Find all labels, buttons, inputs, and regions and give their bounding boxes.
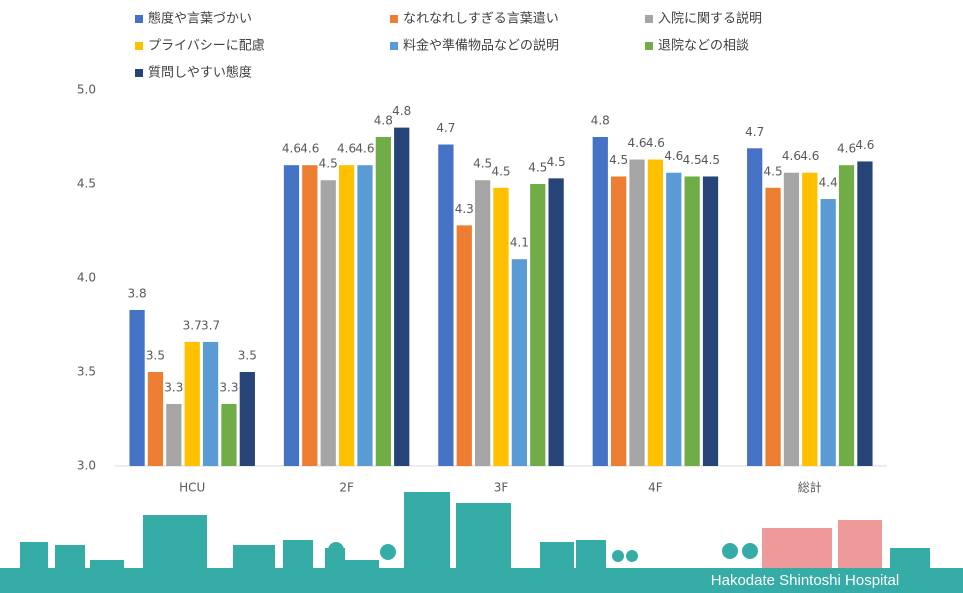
data-label: 3.5	[146, 349, 165, 363]
bar	[221, 403, 237, 466]
bar	[166, 403, 182, 466]
legend-label: 退院などの相談	[658, 38, 749, 54]
hospital-name: Hakodate Shintoshi Hospital	[711, 572, 899, 589]
legend-swatch	[390, 42, 398, 50]
legend-label: なれなれしすぎる言葉遣い	[403, 12, 559, 27]
data-label: 4.5	[547, 155, 566, 169]
x-tick-label: 総計	[798, 480, 822, 495]
x-tick-label: HCU	[179, 481, 205, 495]
data-label: 3.8	[128, 286, 147, 300]
bar	[302, 165, 318, 466]
data-label: 4.6	[627, 136, 646, 150]
bar	[765, 187, 781, 466]
bar	[530, 184, 546, 466]
x-tick-label: 2F	[339, 481, 354, 495]
legend-label: 入院に関する説明	[658, 11, 762, 27]
bar	[456, 225, 472, 466]
data-label: 4.5	[701, 153, 720, 167]
data-label: 4.6	[300, 142, 319, 156]
bar	[320, 180, 336, 467]
bar	[239, 372, 255, 466]
bar	[747, 148, 763, 466]
legend-swatch	[135, 42, 143, 50]
data-label: 4.6	[855, 138, 874, 152]
y-tick-label: 3.0	[77, 459, 96, 473]
data-label: 4.8	[374, 114, 393, 128]
bar	[475, 180, 491, 467]
bar	[202, 341, 219, 466]
data-label: 4.6	[355, 142, 374, 156]
data-label: 4.6	[782, 149, 801, 163]
data-label: 4.6	[837, 142, 856, 156]
data-label: 4.3	[455, 202, 474, 216]
legend-label: プライバシーに配慮	[148, 39, 265, 54]
y-tick-label: 4.0	[77, 271, 96, 285]
bar	[548, 178, 564, 467]
bar	[783, 172, 800, 466]
bar	[666, 172, 682, 466]
bar	[147, 372, 164, 466]
bar	[394, 127, 410, 466]
data-label: 3.5	[238, 349, 257, 363]
data-label: 4.1	[510, 236, 529, 250]
legend-swatch	[135, 15, 143, 23]
legend-label: 料金や準備物品などの説明	[403, 38, 559, 54]
data-label: 4.5	[491, 164, 510, 178]
data-label: 4.5	[473, 157, 492, 171]
data-label: 3.3	[164, 380, 183, 394]
bar	[511, 259, 527, 466]
data-label: 3.3	[219, 380, 238, 394]
data-label: 4.5	[319, 157, 338, 171]
legend-swatch	[645, 42, 653, 50]
y-tick-label: 5.0	[77, 83, 96, 97]
data-label: 4.6	[664, 149, 683, 163]
footer-decoration	[0, 492, 963, 593]
data-label: 4.6	[337, 142, 356, 156]
data-label: 4.6	[646, 136, 665, 150]
data-label: 4.5	[528, 161, 547, 175]
legend-swatch	[135, 69, 143, 77]
bar	[629, 159, 645, 466]
data-label: 4.4	[819, 176, 838, 190]
bar	[592, 137, 608, 466]
data-label: 4.7	[745, 125, 764, 139]
y-tick-label: 4.5	[77, 177, 96, 191]
bar	[702, 176, 719, 467]
bar	[493, 187, 509, 466]
bar	[357, 165, 373, 466]
data-label: 4.8	[591, 114, 610, 128]
data-label: 4.6	[800, 149, 819, 163]
legend-swatch	[390, 15, 398, 23]
bar	[338, 165, 355, 466]
legend-label: 質問しやすい態度	[148, 65, 252, 81]
bar	[611, 176, 627, 467]
data-label: 4.5	[683, 153, 702, 167]
data-label: 4.7	[436, 121, 455, 135]
data-label: 4.6	[282, 142, 301, 156]
data-label: 3.7	[201, 318, 220, 332]
legend-label: 態度や言葉づかい	[148, 11, 252, 27]
y-tick-label: 3.5	[77, 365, 96, 379]
bar	[838, 165, 855, 466]
data-label: 3.7	[183, 318, 202, 332]
bar	[802, 172, 818, 466]
bar	[438, 144, 454, 466]
bar	[684, 176, 700, 467]
bar	[283, 165, 300, 466]
bar	[129, 309, 145, 466]
data-label: 4.5	[609, 153, 628, 167]
bar	[375, 137, 391, 466]
bar	[647, 159, 664, 466]
data-label: 4.5	[764, 164, 783, 178]
bar	[857, 161, 873, 466]
footer-pink-buildings	[762, 520, 882, 568]
x-tick-label: 4F	[648, 481, 663, 495]
bar	[184, 341, 200, 466]
x-tick-label: 3F	[494, 481, 509, 495]
bar	[820, 199, 836, 467]
data-label: 4.8	[392, 104, 411, 118]
legend-swatch	[645, 15, 653, 23]
